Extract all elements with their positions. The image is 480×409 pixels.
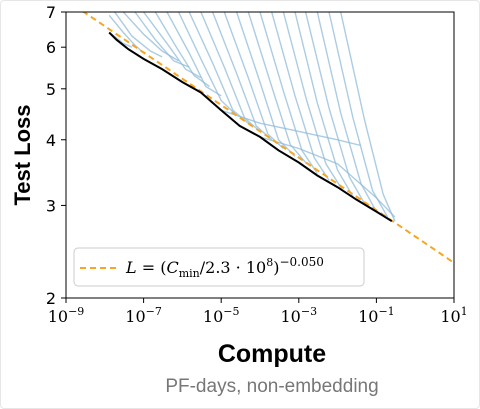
legend-label-fit: L = (Cmin/2.3 · 108)−0.050 <box>125 255 324 280</box>
run-curve-16 <box>259 12 318 174</box>
run-curve-3 <box>114 12 163 58</box>
frontier-line <box>108 31 393 223</box>
run-curve-25 <box>259 136 396 218</box>
fit-line <box>81 12 454 264</box>
run-curve-18 <box>282 12 343 190</box>
run-curve-14 <box>235 12 296 157</box>
x-tick-label-2: 10−7 <box>125 305 162 326</box>
plot-area-border <box>65 11 455 299</box>
fit-line-group <box>81 12 454 264</box>
y-tick-label-3: 4 <box>46 131 56 150</box>
x-tick-label-1: 10−9 <box>48 305 85 326</box>
y-tick-label-5: 6 <box>46 38 56 57</box>
x-tick-label-4: 10−3 <box>281 305 318 326</box>
y-tick-label-1: 2 <box>46 289 56 308</box>
run-curve-17 <box>271 12 330 181</box>
run-curve-19 <box>294 12 354 197</box>
x-axis-label: Compute <box>218 340 326 368</box>
legend-box <box>73 247 365 287</box>
y-axis-label: Test Loss <box>10 104 35 205</box>
x-tick-label-6: 101 <box>440 305 467 326</box>
run-curve-15 <box>247 12 308 165</box>
run-curve-11 <box>200 12 261 132</box>
x-tick-label-5: 10−1 <box>358 305 395 326</box>
legend: L = (Cmin/2.3 · 108)−0.050 <box>73 247 365 287</box>
run-curve-20 <box>304 12 366 205</box>
y-ticks: 2 3 4 5 6 7 <box>46 3 66 308</box>
run-curve-22 <box>328 12 389 219</box>
y-tick-label-4: 5 <box>46 80 56 99</box>
run-curve-7 <box>154 12 210 88</box>
run-curve-2 <box>108 14 145 54</box>
x-ticks: 10−9 10−7 10−5 10−3 10−1 101 <box>48 298 468 326</box>
frontier-line-group <box>108 31 393 223</box>
y-tick-label-6: 7 <box>46 3 56 22</box>
x-tick-label-3: 10−5 <box>203 305 240 326</box>
run-curve-23 <box>340 12 396 222</box>
x-axis-sublabel: PF-days, non-embedding <box>165 376 378 397</box>
run-curves <box>108 12 396 222</box>
y-tick-label-2: 3 <box>46 196 56 215</box>
run-curve-9 <box>177 12 238 116</box>
run-curve-8 <box>166 12 222 97</box>
run-curve-24 <box>220 109 362 147</box>
run-curve-21 <box>316 12 378 212</box>
run-curve-12 <box>211 12 273 141</box>
